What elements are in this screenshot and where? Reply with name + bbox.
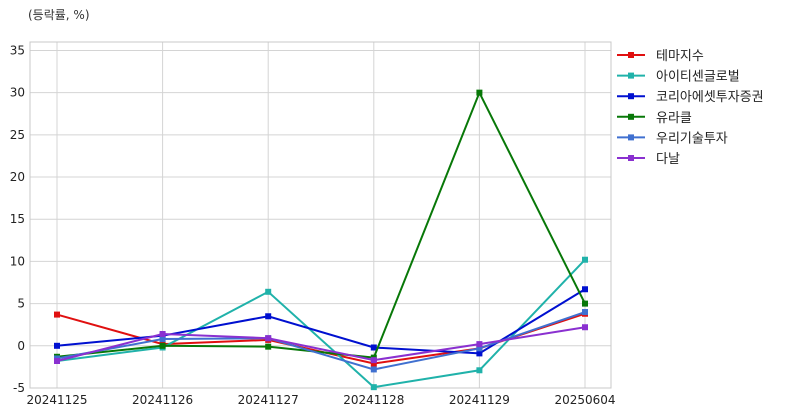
data-point bbox=[265, 343, 272, 350]
data-point bbox=[370, 366, 377, 373]
legend-marker bbox=[628, 52, 634, 58]
series-line bbox=[56, 259, 586, 389]
plot-frame bbox=[29, 41, 612, 389]
y-tick-labels: -5 0 5 10 15 20 25 30 35 bbox=[10, 43, 25, 395]
data-point bbox=[582, 324, 588, 331]
data-point bbox=[476, 89, 483, 96]
y-tick-label: 10 bbox=[10, 254, 25, 268]
data-point bbox=[370, 360, 377, 367]
data-point bbox=[582, 309, 588, 316]
y-tick-label: 15 bbox=[10, 212, 25, 226]
legend-label: 우리기술투자 bbox=[656, 131, 728, 146]
y-tick-label: 5 bbox=[17, 297, 25, 311]
y-tick-label: 25 bbox=[10, 128, 25, 142]
data-point bbox=[54, 342, 60, 349]
series-line bbox=[56, 326, 586, 362]
data-point bbox=[370, 344, 377, 351]
legend-marker bbox=[628, 134, 634, 141]
y-tick-label: 0 bbox=[17, 339, 25, 353]
data-point bbox=[370, 384, 377, 391]
data-point bbox=[476, 367, 483, 374]
legend-marker bbox=[628, 93, 634, 100]
legend-label: 코리아에셋투자증권 bbox=[656, 90, 764, 105]
grid bbox=[30, 42, 611, 389]
data-point bbox=[54, 357, 60, 364]
y-axis-label: (등락률, %) bbox=[28, 8, 90, 22]
data-point bbox=[476, 341, 483, 348]
data-point bbox=[582, 256, 588, 263]
data-point bbox=[159, 336, 166, 343]
legend-label: 테마지수 bbox=[656, 49, 704, 64]
legend-marker bbox=[628, 72, 634, 79]
legend-label: 유라클 bbox=[656, 111, 692, 126]
axes bbox=[29, 41, 612, 389]
data-point bbox=[265, 335, 272, 342]
data-point bbox=[582, 286, 588, 293]
legend-label: 다날 bbox=[656, 152, 680, 167]
data-point bbox=[370, 357, 377, 364]
data-point bbox=[476, 345, 483, 352]
y-tick-label: 30 bbox=[10, 86, 25, 100]
legend-marker bbox=[628, 155, 634, 161]
data-point bbox=[159, 330, 166, 337]
data-point bbox=[476, 350, 483, 357]
series-line bbox=[56, 90, 586, 359]
x-tick-label: 20241128 bbox=[343, 393, 404, 407]
x-tick-label: 20241126 bbox=[132, 393, 193, 407]
x-tick-label: 20241127 bbox=[238, 393, 299, 407]
data-point bbox=[265, 313, 272, 320]
data-point bbox=[159, 342, 166, 349]
legend-label: 아이티센글로벌 bbox=[656, 70, 740, 85]
x-tick-label: 20241125 bbox=[26, 393, 87, 407]
y-tick-label: 20 bbox=[10, 170, 25, 184]
data-point bbox=[54, 311, 60, 318]
y-tick-label: 35 bbox=[10, 43, 25, 57]
x-tick-label: 20241129 bbox=[449, 393, 510, 407]
legend-marker bbox=[628, 113, 634, 120]
series-group bbox=[54, 89, 588, 391]
x-tick-labels: 20241125 20241126 20241127 20241128 20241129… bbox=[26, 393, 615, 407]
data-point bbox=[265, 288, 272, 295]
x-tick-label: 20250604 bbox=[554, 393, 615, 407]
data-point bbox=[582, 300, 588, 307]
y-tick-label: -5 bbox=[13, 381, 25, 395]
